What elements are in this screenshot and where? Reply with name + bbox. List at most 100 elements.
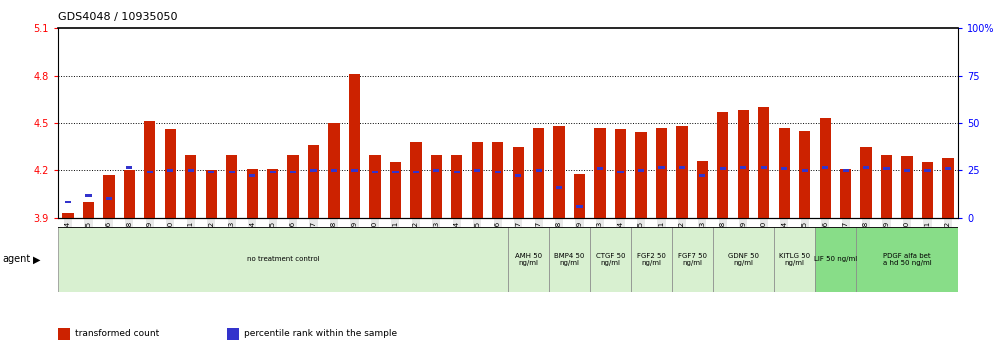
Bar bbox=[761, 166, 767, 169]
Bar bbox=[86, 194, 92, 197]
Bar bbox=[164, 129, 176, 218]
Bar bbox=[63, 213, 74, 218]
Bar bbox=[901, 156, 912, 218]
Bar bbox=[595, 128, 606, 218]
Bar bbox=[536, 169, 542, 172]
Text: ▶: ▶ bbox=[33, 254, 41, 264]
Bar bbox=[774, 227, 815, 292]
Bar bbox=[349, 74, 361, 218]
Bar bbox=[556, 186, 562, 189]
Bar bbox=[637, 169, 644, 172]
Bar bbox=[329, 123, 340, 218]
Text: LIF 50 ng/ml: LIF 50 ng/ml bbox=[814, 256, 857, 262]
Bar bbox=[924, 169, 930, 172]
Text: BMP4 50
ng/ml: BMP4 50 ng/ml bbox=[554, 253, 585, 266]
Bar bbox=[779, 128, 790, 218]
Text: GDS4048 / 10935050: GDS4048 / 10935050 bbox=[58, 12, 177, 22]
Bar bbox=[942, 158, 953, 218]
Bar bbox=[65, 200, 71, 203]
Bar bbox=[126, 166, 132, 169]
Bar bbox=[655, 128, 667, 218]
Bar bbox=[658, 166, 664, 169]
Bar bbox=[352, 169, 358, 172]
Bar bbox=[392, 171, 398, 173]
Bar bbox=[883, 167, 889, 170]
Text: agent: agent bbox=[2, 254, 30, 264]
Bar bbox=[740, 166, 746, 169]
Bar bbox=[472, 142, 483, 218]
Bar bbox=[58, 227, 508, 292]
Bar bbox=[758, 107, 769, 218]
Bar bbox=[574, 173, 586, 218]
Bar bbox=[597, 167, 604, 170]
Bar bbox=[410, 142, 421, 218]
Bar bbox=[185, 155, 196, 218]
Text: no treatment control: no treatment control bbox=[247, 256, 319, 262]
Text: FGF2 50
ng/ml: FGF2 50 ng/ml bbox=[636, 253, 665, 266]
Bar bbox=[83, 202, 94, 218]
Bar bbox=[861, 147, 872, 218]
Bar bbox=[671, 227, 712, 292]
Text: transformed count: transformed count bbox=[75, 329, 159, 338]
Bar bbox=[167, 169, 173, 172]
Bar bbox=[389, 162, 401, 218]
Bar bbox=[717, 112, 728, 218]
Bar bbox=[430, 155, 442, 218]
Bar bbox=[331, 169, 337, 172]
Bar bbox=[549, 227, 590, 292]
Bar bbox=[205, 170, 217, 218]
Bar bbox=[699, 174, 705, 177]
Bar bbox=[820, 118, 831, 218]
Bar bbox=[533, 128, 544, 218]
Bar bbox=[904, 169, 910, 172]
Bar bbox=[679, 166, 685, 169]
Bar bbox=[370, 155, 380, 218]
Bar bbox=[554, 126, 565, 218]
Bar bbox=[208, 171, 214, 173]
Bar bbox=[863, 166, 870, 169]
Bar bbox=[474, 169, 480, 172]
Bar bbox=[146, 171, 153, 173]
Bar bbox=[802, 169, 808, 172]
Bar bbox=[187, 169, 194, 172]
Bar bbox=[451, 155, 462, 218]
Bar bbox=[454, 171, 460, 173]
Text: CTGF 50
ng/ml: CTGF 50 ng/ml bbox=[596, 253, 625, 266]
Bar bbox=[781, 167, 787, 170]
Bar bbox=[372, 171, 378, 173]
Bar bbox=[630, 227, 671, 292]
Bar bbox=[922, 162, 933, 218]
Bar bbox=[880, 155, 892, 218]
Bar bbox=[492, 142, 503, 218]
Text: GDNF 50
ng/ml: GDNF 50 ng/ml bbox=[728, 253, 759, 266]
Bar bbox=[106, 197, 112, 200]
Bar bbox=[815, 227, 856, 292]
Bar bbox=[945, 167, 951, 170]
Bar bbox=[590, 227, 630, 292]
Bar bbox=[229, 171, 235, 173]
Bar bbox=[290, 171, 296, 173]
Bar bbox=[822, 166, 829, 169]
Bar bbox=[840, 169, 852, 218]
Bar bbox=[495, 171, 501, 173]
Bar bbox=[412, 171, 419, 173]
Bar bbox=[697, 161, 708, 218]
Bar bbox=[124, 170, 135, 218]
Bar bbox=[843, 169, 849, 172]
Bar bbox=[676, 126, 687, 218]
Bar bbox=[508, 227, 549, 292]
Bar bbox=[144, 121, 155, 218]
Bar bbox=[433, 169, 439, 172]
Bar bbox=[267, 169, 278, 218]
Text: AMH 50
ng/ml: AMH 50 ng/ml bbox=[515, 253, 542, 266]
Bar bbox=[856, 227, 958, 292]
Bar bbox=[635, 132, 646, 218]
Text: FGF7 50
ng/ml: FGF7 50 ng/ml bbox=[677, 253, 706, 266]
Bar bbox=[515, 174, 521, 177]
Bar bbox=[308, 145, 319, 218]
Bar bbox=[615, 129, 626, 218]
Bar bbox=[247, 169, 258, 218]
Bar bbox=[104, 175, 115, 218]
Bar bbox=[720, 167, 726, 170]
Bar bbox=[288, 155, 299, 218]
